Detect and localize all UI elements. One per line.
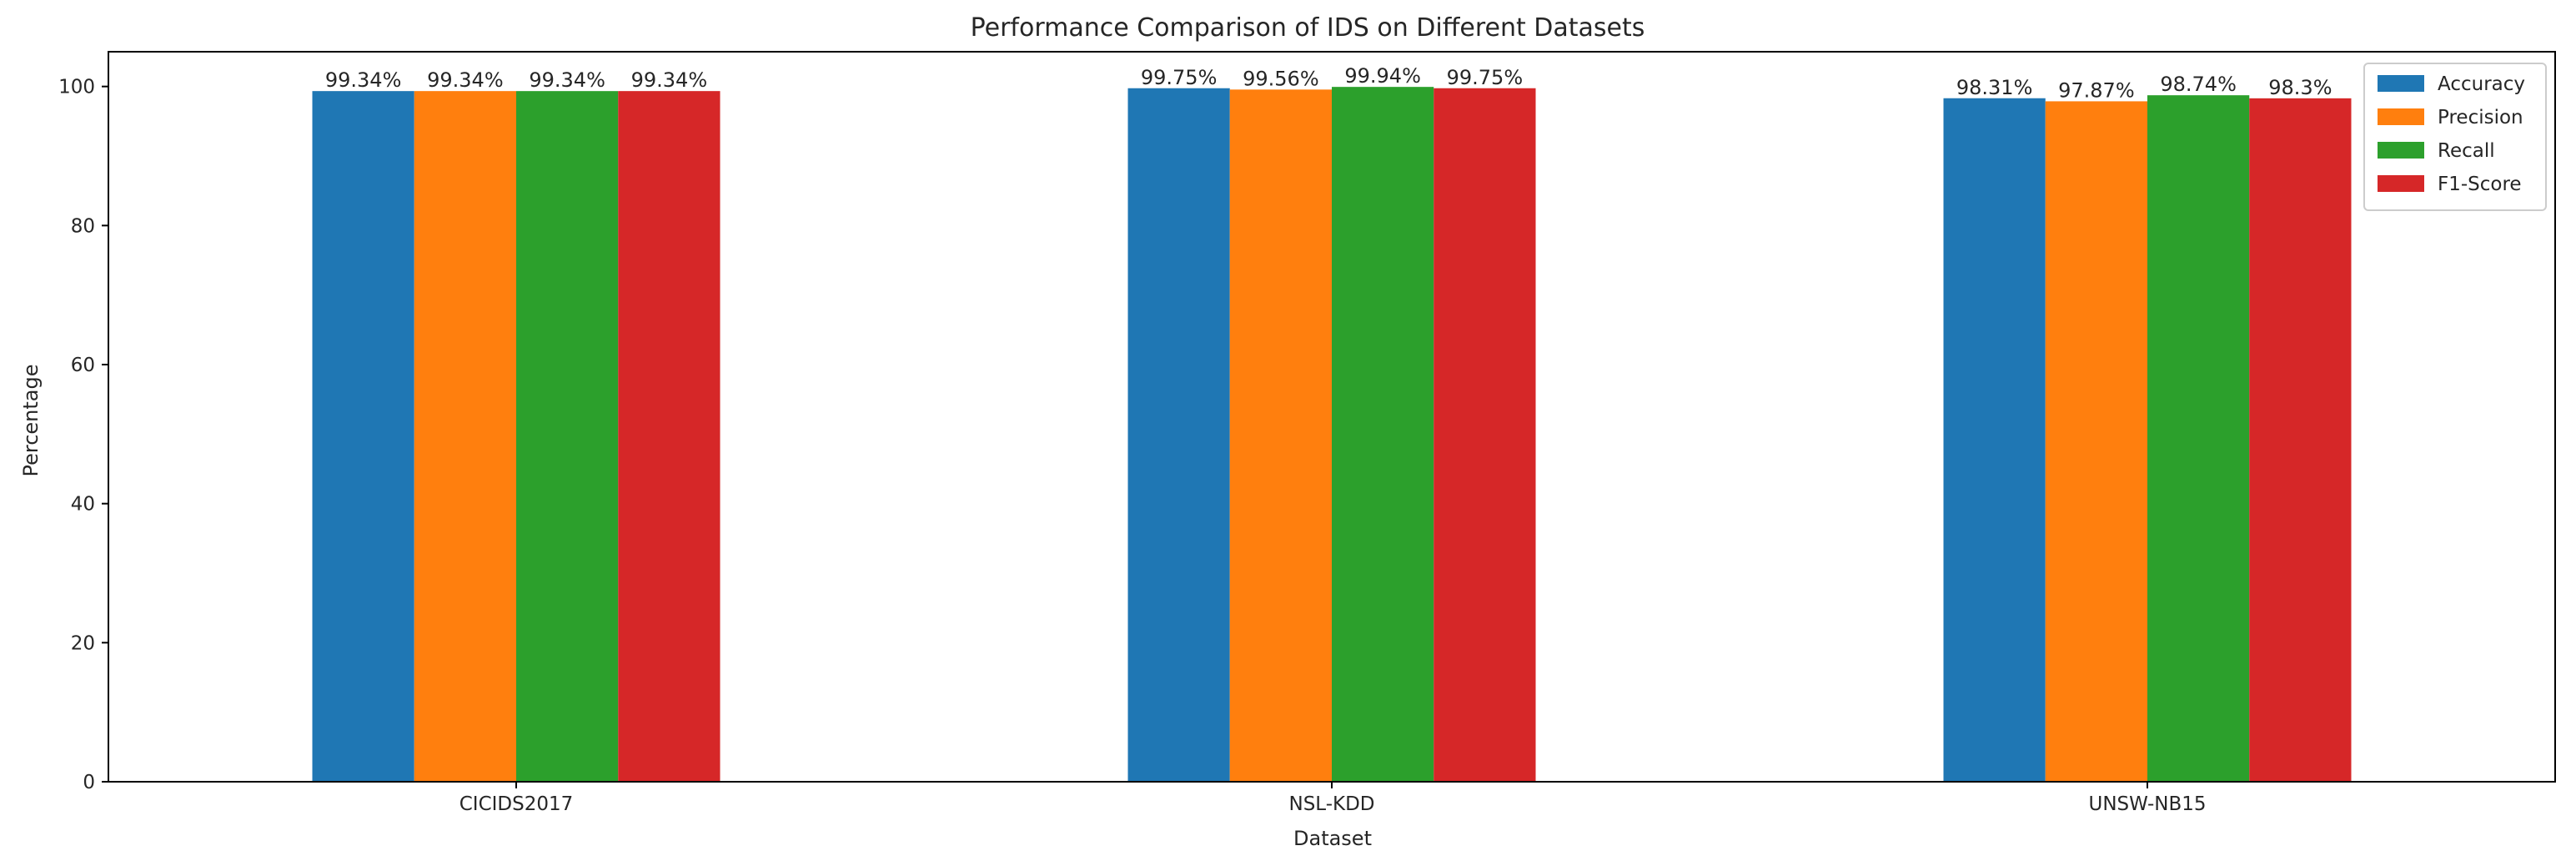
legend-swatch	[2378, 175, 2424, 192]
legend-label: F1-Score	[2438, 174, 2522, 195]
bars-layer	[312, 87, 2352, 783]
bar-accuracy-cicids2017	[312, 91, 414, 782]
data-label: 99.34%	[427, 68, 504, 92]
bar-precision-unsw-nb15	[2045, 101, 2147, 782]
x-tick-label: NSL-KDD	[1288, 793, 1374, 815]
bar-precision-nsl-kdd	[1229, 89, 1332, 783]
y-tick-label: 40	[71, 494, 95, 516]
chart-legend: Accuracy Precision Recall F1-Score	[2363, 63, 2547, 211]
plot-frame	[108, 51, 2556, 783]
legend-swatch	[2378, 142, 2424, 159]
bar-precision-cicids2017	[414, 91, 516, 782]
bar-f1-score-unsw-nb15	[2249, 98, 2352, 783]
data-labels-layer: 99.34% 99.34% 99.34% 99.34% 99.75% 99.56% 99.9…	[325, 64, 2332, 102]
legend-label: Accuracy	[2438, 73, 2525, 95]
data-label: 98.74%	[2160, 73, 2237, 96]
bar-accuracy-unsw-nb15	[1943, 98, 2046, 782]
bar-accuracy-nsl-kdd	[1127, 88, 1230, 782]
y-tick-label: 20	[71, 632, 95, 654]
data-label: 97.87%	[2058, 78, 2135, 102]
data-label: 99.75%	[1141, 66, 1218, 89]
y-tick-label: 80	[71, 215, 95, 237]
data-label: 99.94%	[1344, 64, 1421, 88]
data-label: 99.34%	[325, 68, 402, 92]
bar-recall-cicids2017	[516, 91, 619, 782]
data-label: 99.34%	[631, 68, 708, 92]
data-label: 99.75%	[1447, 66, 1524, 89]
chart-title: Performance Comparison of IDS on Differe…	[971, 13, 1645, 43]
y-axis-label: Percentage	[19, 364, 43, 476]
bar-recall-unsw-nb15	[2147, 95, 2250, 782]
data-label: 98.3%	[2268, 76, 2332, 99]
x-axis-label: Dataset	[1293, 827, 1372, 850]
legend-label: Recall	[2438, 140, 2495, 162]
bar-recall-nsl-kdd	[1332, 87, 1434, 782]
data-label: 99.34%	[529, 68, 605, 92]
data-label: 99.56%	[1243, 67, 1319, 90]
axes-layer: CICIDS2017 NSL-KDD UNSW-NB15 0 20 40 60 80 100	[58, 51, 2556, 815]
legend-label: Precision	[2438, 107, 2523, 128]
legend-box	[2363, 63, 2547, 211]
y-tick-label: 60	[71, 355, 95, 376]
x-tick-label: UNSW-NB15	[2089, 793, 2207, 815]
x-tick-label: CICIDS2017	[459, 793, 574, 815]
legend-swatch	[2378, 75, 2424, 92]
legend-swatch	[2378, 108, 2424, 125]
bar-f1-score-nsl-kdd	[1434, 88, 1536, 782]
y-tick-label: 0	[83, 772, 95, 793]
y-tick-label: 100	[58, 77, 95, 98]
bar-f1-score-cicids2017	[618, 91, 721, 782]
data-label: 98.31%	[1956, 76, 2033, 99]
